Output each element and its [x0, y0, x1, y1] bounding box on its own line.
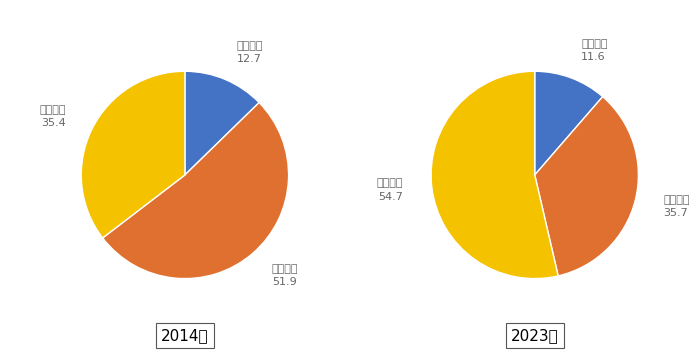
- Text: 第三产业
35.4: 第三产业 35.4: [39, 105, 66, 128]
- Text: 第一产业
12.7: 第一产业 12.7: [237, 41, 263, 64]
- Wedge shape: [81, 71, 185, 238]
- Text: 第三产业
54.7: 第三产业 54.7: [376, 178, 403, 202]
- Text: 2023年: 2023年: [511, 328, 558, 343]
- Text: 第一产业
11.6: 第一产业 11.6: [581, 39, 608, 62]
- Text: 2014年: 2014年: [161, 328, 209, 343]
- Text: 第二产业
35.7: 第二产业 35.7: [664, 195, 690, 218]
- Wedge shape: [535, 71, 603, 175]
- Text: 第二产业
51.9: 第二产业 51.9: [272, 264, 298, 287]
- Wedge shape: [102, 102, 289, 278]
- Wedge shape: [185, 71, 259, 175]
- Wedge shape: [431, 71, 558, 278]
- Wedge shape: [535, 97, 639, 276]
